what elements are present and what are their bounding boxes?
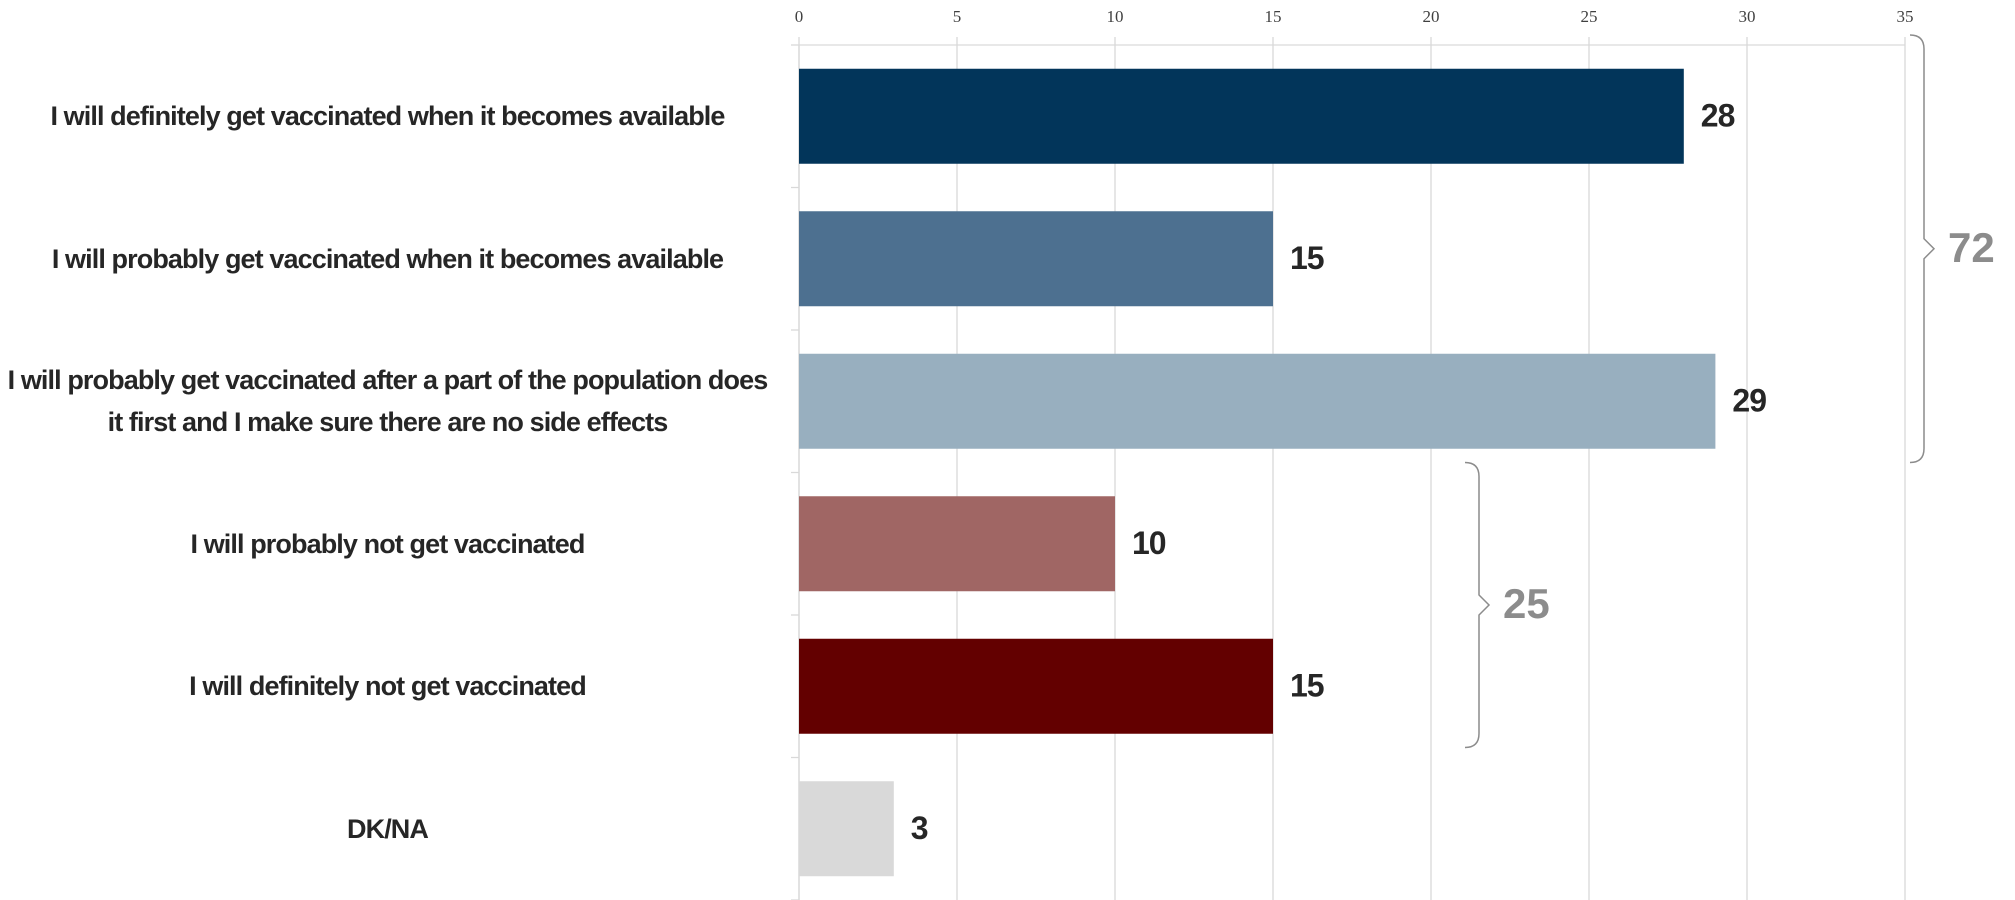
value-label: 15 — [1290, 240, 1324, 276]
x-tick-label: 5 — [953, 7, 962, 26]
x-tick-label: 30 — [1739, 7, 1756, 26]
y-tick-label: DK/NA — [347, 813, 429, 844]
value-label: 29 — [1732, 383, 1766, 419]
value-label: 10 — [1132, 525, 1166, 561]
bracket — [1909, 34, 1936, 464]
bracket — [1464, 461, 1491, 749]
x-tick-label: 35 — [1897, 7, 1914, 26]
y-tick-label: I will probably get vaccinated when it b… — [51, 243, 724, 274]
bracket-label: 25 — [1503, 580, 1550, 627]
bar — [799, 353, 1716, 449]
bar — [799, 781, 894, 877]
value-label: 15 — [1290, 668, 1324, 704]
value-label: 28 — [1701, 98, 1735, 134]
value-label: 3 — [911, 810, 928, 846]
x-tick-label: 0 — [795, 7, 804, 26]
y-tick-label: I will definitely not get vaccinated — [189, 671, 587, 702]
x-tick-label: 25 — [1581, 7, 1598, 26]
x-tick-label: 10 — [1107, 7, 1124, 26]
bar — [799, 496, 1115, 592]
bar — [799, 638, 1273, 734]
y-tick-label: I will definitely get vaccinated when it… — [50, 101, 725, 132]
bar — [799, 211, 1273, 307]
x-tick-label: 15 — [1265, 7, 1282, 26]
y-tick-label: I will probably get vaccinated after a p… — [7, 365, 769, 438]
bar — [799, 68, 1684, 164]
y-tick-label: I will probably not get vaccinated — [190, 528, 586, 559]
bracket-label: 72 — [1948, 224, 1995, 271]
x-tick-label: 20 — [1423, 7, 1440, 26]
